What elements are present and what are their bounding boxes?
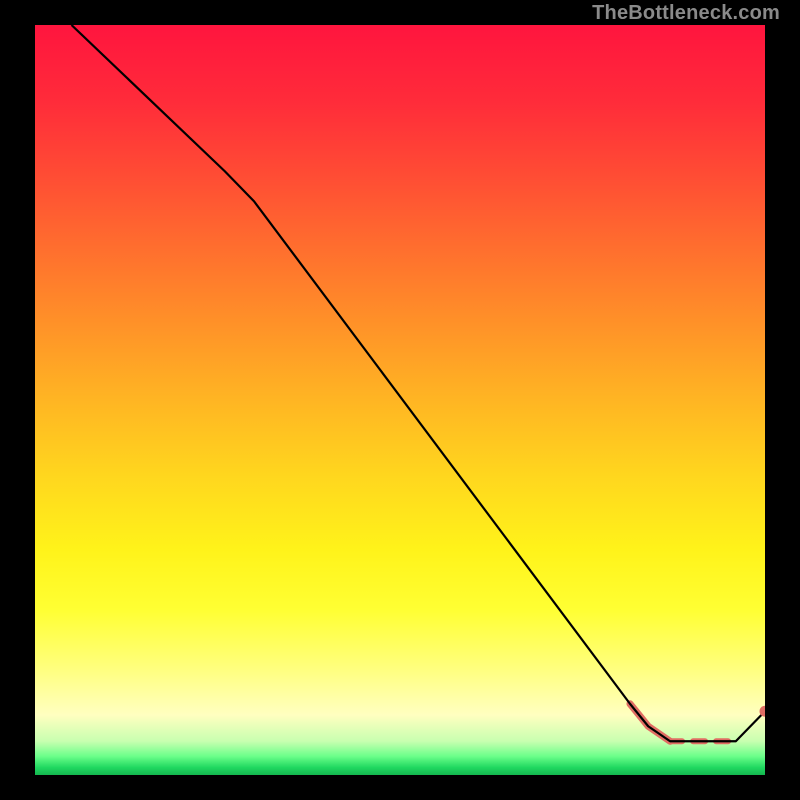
chart-background: [35, 25, 765, 775]
watermark-text: TheBottleneck.com: [592, 2, 780, 25]
bottleneck-chart: [35, 25, 765, 775]
figure-frame: TheBottleneck.com: [0, 0, 800, 800]
